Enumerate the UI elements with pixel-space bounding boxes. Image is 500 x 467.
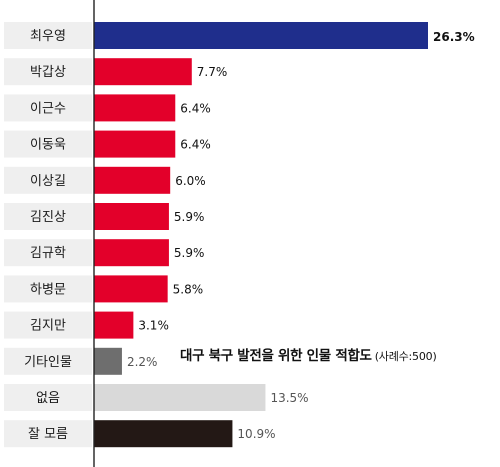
value-label: 5.9% <box>174 246 205 260</box>
category-label-bg <box>4 275 92 303</box>
chart-title: 대구 북구 발전을 위한 인물 적합도 <box>180 348 372 364</box>
category-label: 박갑상 <box>30 65 66 80</box>
bar <box>94 384 266 411</box>
category-label-panel <box>4 22 92 448</box>
category-label: 이근수 <box>30 101 66 116</box>
bar <box>94 58 192 86</box>
value-label: 13.5% <box>270 391 308 405</box>
bar <box>94 311 134 339</box>
value-label: 6.4% <box>180 138 211 152</box>
bar <box>94 347 122 375</box>
value-label: 26.3% <box>433 30 475 44</box>
bar <box>94 166 171 194</box>
chart-subtitle: (사례수:500) <box>374 350 437 363</box>
bar <box>94 420 233 448</box>
category-label: 이상길 <box>30 174 66 189</box>
category-label-bg <box>4 203 92 230</box>
bar <box>94 130 176 158</box>
category-label-bg <box>4 239 92 267</box>
bar <box>94 275 168 303</box>
category-label: 이동욱 <box>30 138 66 153</box>
category-label-bg <box>4 130 92 158</box>
bar <box>94 22 428 49</box>
category-label-bg <box>4 347 92 375</box>
category-label: 최우영 <box>30 29 66 44</box>
value-label: 5.9% <box>174 210 205 224</box>
category-label: 김지만 <box>30 319 66 334</box>
category-label-bg <box>4 311 92 339</box>
value-label: 6.0% <box>175 174 206 188</box>
category-label-bg <box>4 94 92 122</box>
category-label-bg <box>4 420 92 448</box>
category-label: 기타인물 <box>24 355 72 370</box>
bars-group <box>94 22 428 448</box>
category-label: 하병문 <box>30 282 66 297</box>
category-label: 김진상 <box>30 210 66 225</box>
chart-title-block: 대구 북구 발전을 위한 인물 적합도 (사례수:500) <box>180 344 437 364</box>
category-label-bg <box>4 384 92 411</box>
value-labels-group: 26.3% 7.7% 6.4% 6.4% 6.0% 5.9% 5.9% 5.8% 3.1% 2.2… <box>127 30 475 441</box>
category-label: 김규학 <box>30 246 66 261</box>
bar <box>94 239 169 267</box>
category-label: 잘 모름 <box>28 427 68 442</box>
value-label: 2.2% <box>127 355 158 369</box>
value-label: 6.4% <box>180 101 211 115</box>
bar <box>94 203 169 230</box>
category-label-bg <box>4 58 92 86</box>
value-label: 5.8% <box>173 282 204 296</box>
value-label: 7.7% <box>197 65 228 79</box>
bar <box>94 94 176 122</box>
value-label: 10.9% <box>237 427 275 441</box>
value-label: 3.1% <box>138 319 169 333</box>
category-label: 없음 <box>36 391 60 406</box>
category-label-bg <box>4 166 92 194</box>
category-label-bg <box>4 22 92 49</box>
